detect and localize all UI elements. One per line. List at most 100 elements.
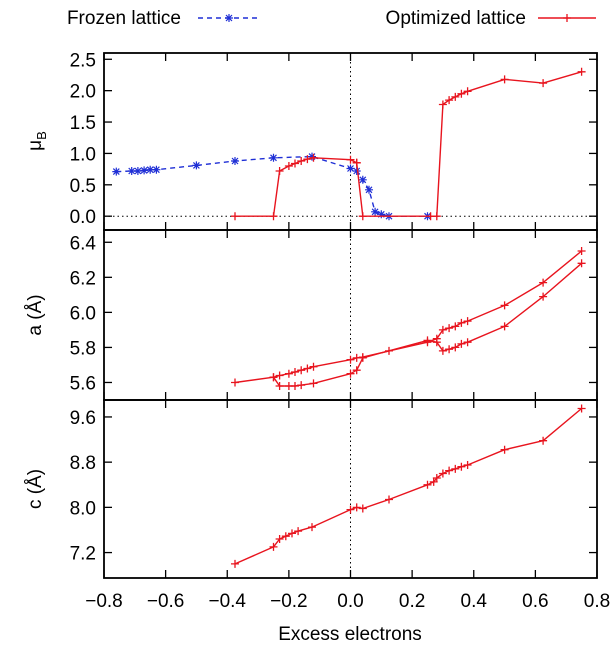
legend-entry-frozen: Frozen lattice [67, 8, 260, 29]
data-point [499, 300, 510, 311]
series-line [234, 407, 583, 565]
data-point [462, 460, 473, 470]
data-point [358, 503, 368, 514]
x-axis-ticks: −0.8 −0.6 −0.4 −0.2 0.0 0.2 0.4 0.6 0.8 [85, 591, 610, 612]
y-tick-label: 2.0 [70, 82, 96, 103]
series-line [235, 157, 358, 217]
y-axis-label: μB [25, 131, 49, 151]
x-axis-label: Excess electrons [278, 624, 422, 645]
legend-label-optimized: Optimized lattice [386, 8, 526, 29]
panel-magnetic-moment: 0.0 0.5 1.0 1.5 2.0 2.5 μB [25, 50, 598, 231]
x-tick-label: 0.6 [522, 591, 548, 612]
data-point [302, 363, 313, 374]
y-axis-label-main: μ [25, 140, 46, 151]
series-optimized-lattice-a [230, 153, 362, 221]
data-point [364, 185, 374, 195]
y-tick-label: 8.0 [70, 498, 96, 519]
series-optimized-lattice-b [352, 67, 587, 221]
data-point [384, 494, 394, 505]
series-optimized-lattice-upper [230, 246, 587, 388]
series-line [356, 71, 582, 217]
data-point [284, 369, 294, 379]
data-point [151, 165, 161, 175]
data-point [450, 321, 460, 332]
y-tick-label: 7.2 [70, 544, 96, 565]
y-tick-label: 5.8 [70, 338, 96, 359]
y-axis-label-sub: B [34, 131, 49, 140]
data-point [230, 377, 240, 388]
y-tick-label: 6.2 [70, 268, 96, 289]
y-tick-label: 0.0 [70, 207, 96, 228]
data-point [290, 381, 300, 391]
data-point [358, 211, 368, 221]
data-point [230, 559, 240, 569]
data-point [499, 445, 510, 455]
data-point [230, 156, 240, 166]
data-point [290, 367, 300, 377]
legend-marker-frozen [224, 13, 234, 23]
y-tick-label: 6.4 [70, 233, 97, 254]
y-tick-label: 0.5 [70, 176, 96, 197]
y-ticks: 5.6 5.8 6.0 6.2 6.4 [70, 230, 598, 400]
data-point [456, 318, 467, 328]
data-point [308, 378, 319, 389]
data-point [230, 211, 240, 221]
x-tick-label: −0.2 [270, 591, 308, 612]
data-point [268, 211, 279, 221]
series-line [116, 155, 428, 217]
panel-frame [103, 52, 598, 231]
x-tick-label: 0.0 [337, 591, 363, 612]
data-point [345, 355, 356, 365]
x-tick-label: 0.8 [584, 591, 610, 612]
data-point [358, 175, 368, 185]
series-optimized-lattice [230, 403, 587, 569]
legend-entry-optimized: Optimized lattice [386, 8, 596, 29]
legend-marker-optimized [562, 13, 572, 23]
series-line [234, 250, 583, 384]
x-tick-label: −0.6 [147, 591, 185, 612]
data-point [274, 370, 285, 381]
y-axis-label: c (Å) [25, 469, 46, 509]
data-point [296, 365, 306, 375]
y-tick-label: 1.0 [70, 144, 96, 165]
data-point [456, 339, 467, 349]
x-tick-label: −0.8 [85, 591, 123, 612]
y-tick-label: 8.8 [70, 453, 96, 474]
data-point [462, 337, 473, 347]
data-point [499, 74, 510, 85]
data-point [462, 316, 473, 326]
data-point [444, 344, 454, 354]
y-tick-label: 5.6 [70, 373, 96, 394]
data-point [576, 67, 587, 77]
y-tick-label: 1.5 [70, 113, 96, 134]
data-point [139, 165, 149, 175]
y-ticks: 0.0 0.5 1.0 1.5 2.0 2.5 [70, 50, 598, 230]
series-group [230, 403, 587, 569]
y-tick-label: 9.6 [70, 408, 96, 429]
y-tick-label: 2.5 [70, 50, 96, 71]
series-group [230, 246, 587, 391]
data-point [268, 372, 279, 382]
data-point [358, 353, 368, 363]
panel-lattice-c: 7.2 8.0 8.8 9.6 c (Å) [25, 399, 598, 579]
data-point [352, 365, 362, 375]
x-tick-label: 0.4 [461, 591, 488, 612]
data-point [191, 160, 201, 170]
data-point [345, 369, 356, 379]
series-group [111, 67, 587, 221]
data-point [111, 167, 121, 177]
data-point [296, 380, 306, 390]
series-optimized-lattice-lower [268, 258, 587, 391]
panel-lattice-a: 5.6 5.8 6.0 6.2 6.4 a (Å) [25, 229, 598, 401]
y-tick-label: 6.0 [70, 303, 96, 324]
series-frozen-lattice [111, 152, 433, 221]
data-point [432, 211, 442, 221]
x-tick-label: −0.4 [208, 591, 246, 612]
series-line [272, 262, 583, 387]
panel-frame [103, 399, 598, 579]
data-point [538, 78, 548, 88]
x-tick-label: 0.2 [399, 591, 425, 612]
data-point [274, 166, 285, 176]
data-point [376, 209, 386, 219]
